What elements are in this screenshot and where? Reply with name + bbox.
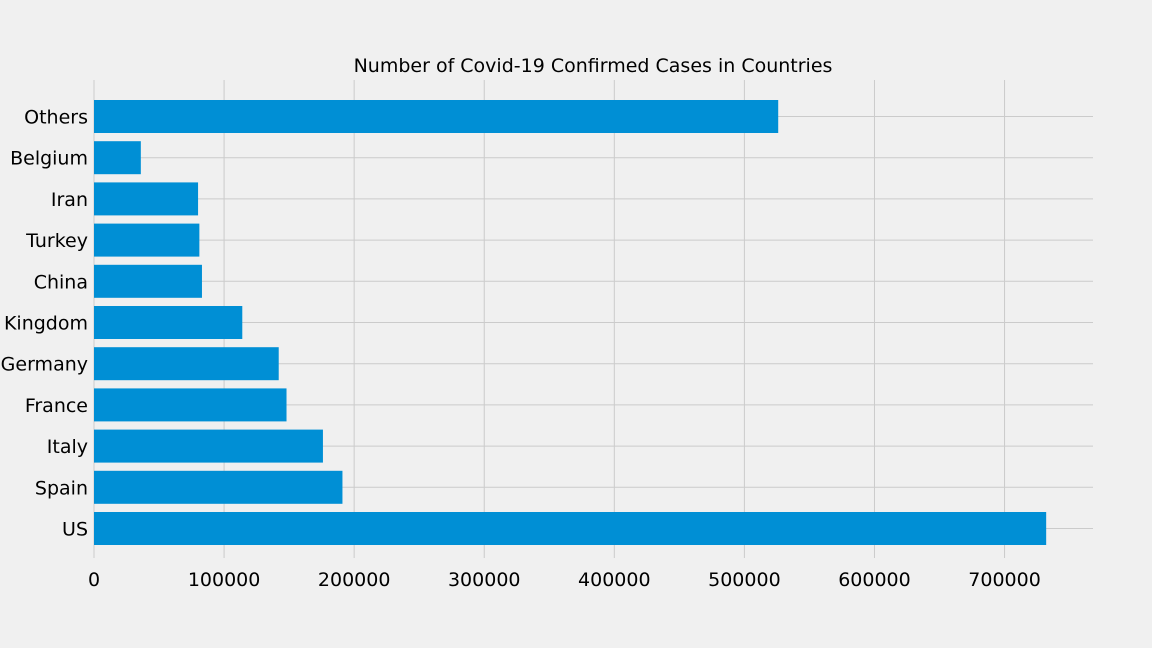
- y-tick-labels: US Spain Italy France Germany United Kingdom C…: [0, 107, 88, 541]
- y-tick-label: United Kingdom: [0, 313, 88, 335]
- y-tick-label: Italy: [47, 436, 88, 458]
- bar: [94, 306, 243, 339]
- x-tick-label: 400000: [578, 569, 651, 591]
- y-tick-label: France: [25, 395, 88, 417]
- bar: [94, 141, 141, 175]
- x-tick-label: 200000: [318, 569, 391, 591]
- x-tick-labels: 0 100000 200000 300000 400000 500000 600000 700…: [88, 569, 1041, 591]
- bars: [94, 100, 1047, 545]
- bar: [94, 264, 202, 298]
- y-tick-label: Turkey: [25, 230, 88, 252]
- bar: [94, 470, 343, 504]
- chart-title: Number of Covid-19 Confirmed Cases in Co…: [354, 55, 833, 77]
- bar: [94, 347, 279, 381]
- x-tick-label: 500000: [708, 569, 781, 591]
- x-tick-label: 0: [88, 569, 100, 591]
- bar: [94, 100, 779, 133]
- y-tick-label: China: [34, 271, 88, 293]
- x-tick-label: 300000: [448, 569, 521, 591]
- y-tick-label: Others: [24, 107, 88, 129]
- bar: [94, 429, 323, 463]
- x-tick-label: 600000: [838, 569, 911, 591]
- bar: [94, 512, 1047, 545]
- y-tick-label: Belgium: [10, 148, 88, 170]
- bar: [94, 182, 199, 216]
- bar: [94, 388, 287, 422]
- y-tick-label: Spain: [35, 477, 88, 499]
- bar: [94, 223, 200, 257]
- y-tick-label: US: [62, 519, 88, 541]
- x-tick-label: 100000: [188, 569, 261, 591]
- y-tick-label: Germany: [1, 354, 88, 376]
- y-tick-label: Iran: [51, 189, 88, 211]
- x-tick-label: 700000: [968, 569, 1041, 591]
